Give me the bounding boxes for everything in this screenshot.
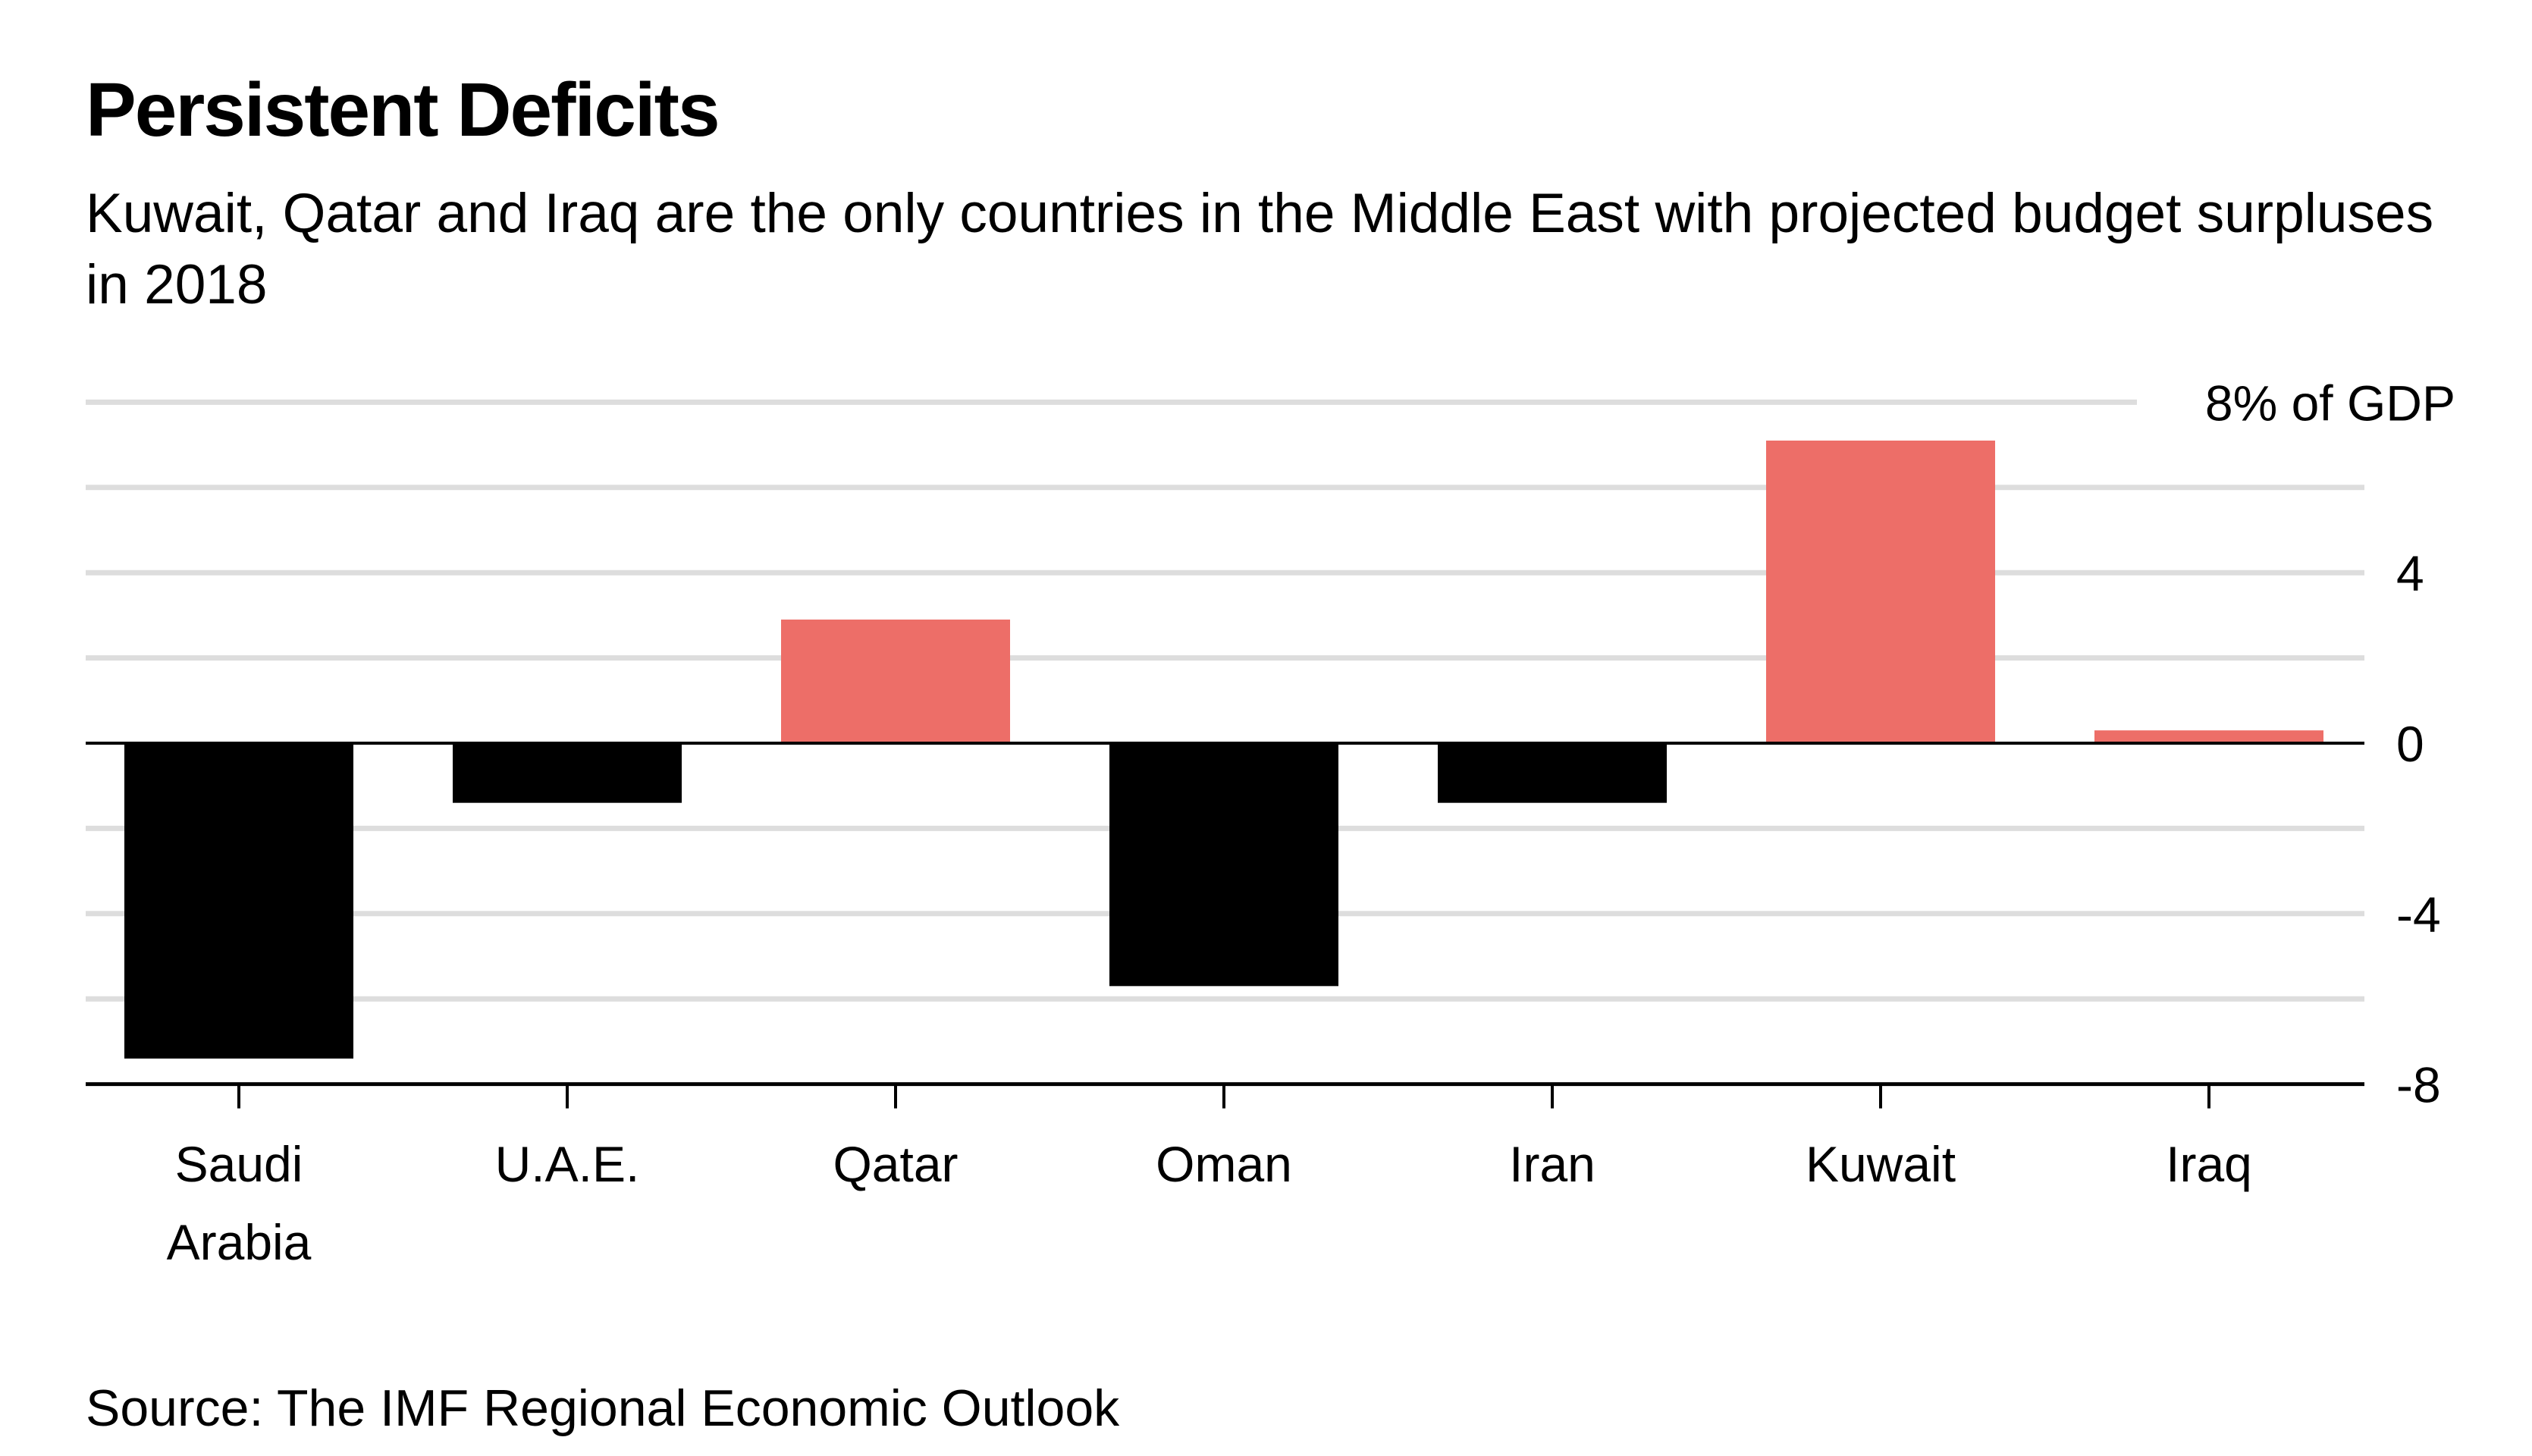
source-note: Source: The IMF Regional Economic Outloo… xyxy=(86,1379,1120,1437)
x-tick-label: Qatar xyxy=(833,1136,958,1192)
x-tick-label: U.A.E. xyxy=(495,1136,640,1192)
x-tick-label: Kuwait xyxy=(1806,1136,1956,1192)
bar-uae xyxy=(453,743,682,803)
chart-title: Persistent Deficits xyxy=(86,67,720,152)
y-tick-label: 8% of GDP xyxy=(2205,375,2455,431)
y-tick-label: -8 xyxy=(2396,1057,2441,1113)
y-tick-label: 0 xyxy=(2396,716,2424,772)
x-tick-label: Iraq xyxy=(2166,1136,2252,1192)
bar-kuwait xyxy=(1766,440,1995,743)
y-tick-label: 4 xyxy=(2396,545,2424,601)
bar-saudi-arabia xyxy=(124,743,353,1059)
chart-subtitle: Kuwait, Qatar and Iraq are the only coun… xyxy=(86,183,2434,315)
y-tick-label: -4 xyxy=(2396,886,2441,943)
x-tick-label: Saudi xyxy=(175,1136,303,1192)
bar-iran xyxy=(1438,743,1667,803)
bar-oman xyxy=(1109,743,1338,987)
bar-qatar xyxy=(781,620,1010,743)
x-tick-label: Iran xyxy=(1509,1136,1595,1192)
bar-iraq xyxy=(2094,730,2323,743)
x-tick-label: Arabia xyxy=(167,1214,312,1270)
x-tick-label: Oman xyxy=(1156,1136,1292,1192)
